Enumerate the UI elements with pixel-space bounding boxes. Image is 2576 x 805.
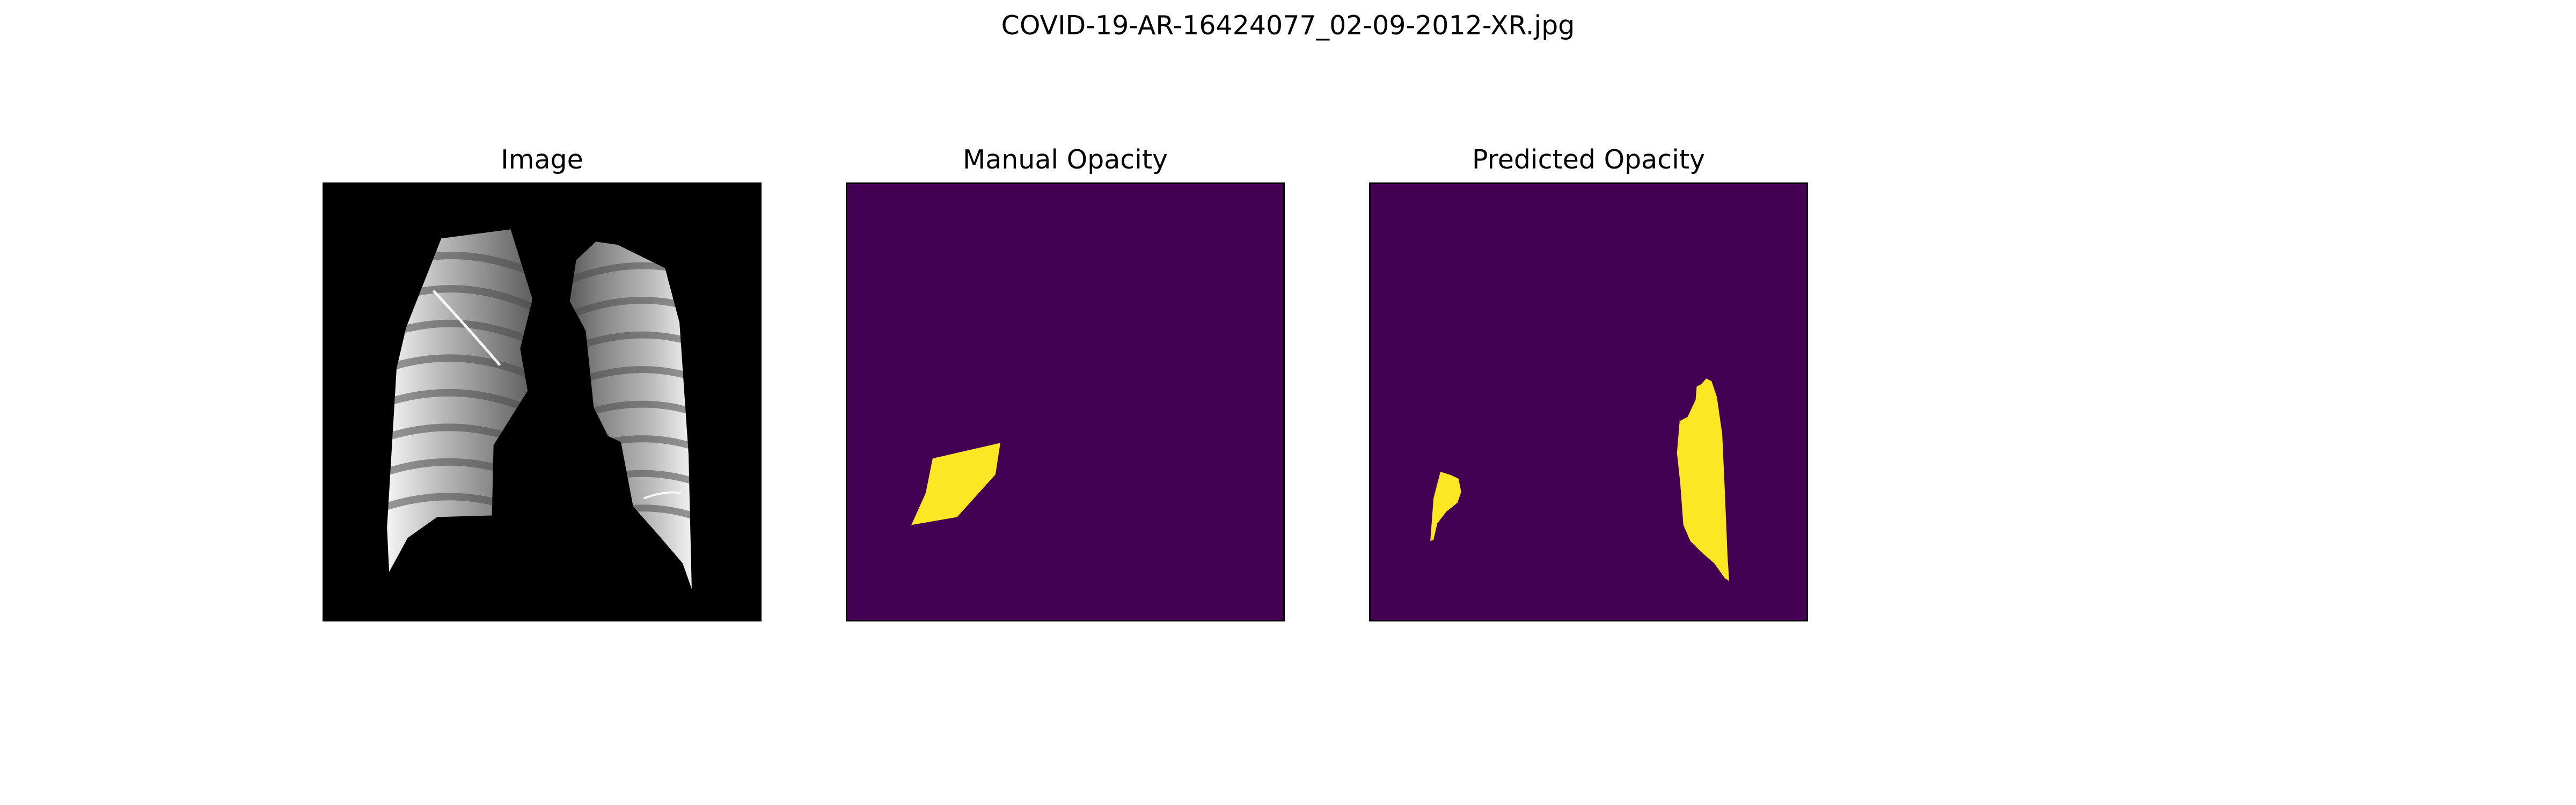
predicted-opacity-mask <box>1371 184 1806 620</box>
predicted-opacity-region-right <box>1677 378 1730 581</box>
manual-opacity-panel <box>846 182 1285 621</box>
panel-title-image: Image <box>501 144 583 175</box>
chest-xray-image <box>324 184 760 620</box>
predicted-opacity-region-left <box>1430 472 1461 541</box>
manual-opacity-mask <box>847 184 1283 620</box>
panel-title-manual-opacity: Manual Opacity <box>962 144 1168 175</box>
predicted-opacity-panel <box>1369 182 1808 621</box>
xray-image-panel <box>323 182 762 621</box>
panel-title-predicted-opacity: Predicted Opacity <box>1472 144 1706 175</box>
manual-opacity-region <box>911 443 1000 525</box>
figure-title: COVID-19-AR-16424077_02-09-2012-XR.jpg <box>1001 10 1575 41</box>
